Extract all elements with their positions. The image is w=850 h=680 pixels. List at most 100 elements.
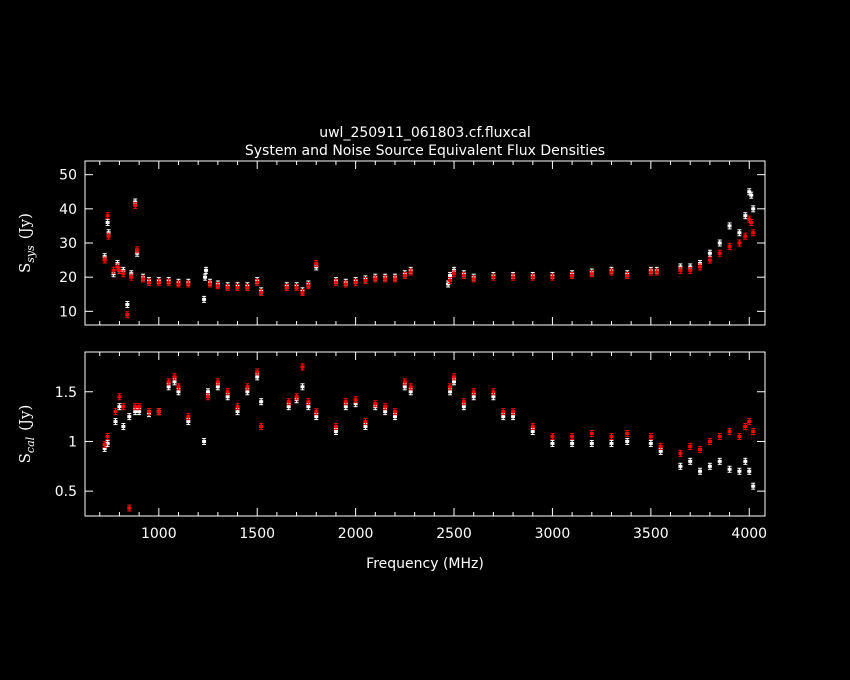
data-point xyxy=(333,278,338,286)
x-tick-labels: 1000 1500 2000 2500 3000 3500 4000 xyxy=(141,526,767,542)
data-point xyxy=(501,408,506,416)
data-point xyxy=(255,368,260,376)
data-point xyxy=(648,268,653,276)
data-point xyxy=(688,442,693,450)
ssys-x-ticks xyxy=(99,161,750,325)
data-point xyxy=(106,232,111,240)
data-point xyxy=(172,373,177,381)
data-point xyxy=(609,432,614,440)
data-point xyxy=(121,403,126,411)
data-point xyxy=(225,388,230,396)
data-point xyxy=(245,383,250,391)
data-point xyxy=(235,283,240,291)
data-point xyxy=(747,467,752,475)
data-point xyxy=(204,266,209,274)
data-point xyxy=(383,403,388,411)
data-point xyxy=(491,273,496,281)
data-point xyxy=(373,275,378,283)
data-point xyxy=(688,266,693,274)
scal-panel: 0.5 1 1.5 Scal (Jy) xyxy=(16,351,766,517)
data-point xyxy=(688,457,693,465)
ssys-ylabel-main: S xyxy=(16,263,34,273)
data-point xyxy=(300,289,305,297)
y-tick-label: 1.5 xyxy=(55,385,77,401)
scal-ylabel-main: S xyxy=(16,453,34,463)
data-point xyxy=(727,222,732,230)
data-point xyxy=(259,423,264,431)
data-point xyxy=(117,403,122,411)
data-point xyxy=(707,437,712,445)
data-point xyxy=(146,408,151,416)
data-point xyxy=(135,246,140,254)
data-point xyxy=(698,445,703,453)
data-point xyxy=(203,273,208,281)
data-point xyxy=(121,423,126,431)
data-point xyxy=(589,430,594,438)
scal-plot-frame xyxy=(84,351,766,517)
data-point xyxy=(747,418,752,426)
data-point xyxy=(751,482,756,490)
scal-data-points xyxy=(102,363,756,512)
data-point xyxy=(102,256,107,264)
data-point xyxy=(353,278,358,286)
data-point xyxy=(259,398,264,406)
y-tick-label: 40 xyxy=(59,202,77,218)
data-point xyxy=(698,467,703,475)
data-point xyxy=(570,439,575,447)
y-tick-label: 50 xyxy=(59,168,77,184)
data-point xyxy=(186,413,191,421)
data-point xyxy=(314,260,319,267)
data-point xyxy=(102,440,107,448)
data-point xyxy=(373,400,378,408)
data-point xyxy=(206,393,211,401)
data-point xyxy=(678,449,683,457)
data-point xyxy=(125,311,130,319)
data-point xyxy=(589,270,594,278)
data-point xyxy=(452,373,457,381)
data-point xyxy=(300,383,305,391)
data-point xyxy=(461,271,466,279)
data-point xyxy=(156,408,161,416)
data-point xyxy=(461,398,466,406)
ssys-plot-frame xyxy=(84,160,766,326)
ssys-ylabel-sub: sys xyxy=(24,245,37,263)
data-point xyxy=(717,239,722,247)
data-point xyxy=(743,232,748,240)
y-tick-label: 1 xyxy=(68,434,77,450)
data-point xyxy=(137,403,142,411)
data-point xyxy=(737,432,742,440)
data-point xyxy=(392,408,397,416)
data-point xyxy=(176,383,181,391)
y-tick-label: 30 xyxy=(59,236,77,252)
data-point xyxy=(286,398,291,406)
data-point xyxy=(166,278,171,286)
data-point xyxy=(625,437,630,445)
data-point xyxy=(448,383,453,391)
data-point xyxy=(717,249,722,257)
data-point xyxy=(392,275,397,283)
data-point xyxy=(127,413,132,421)
data-point xyxy=(156,278,161,286)
data-point xyxy=(511,408,516,416)
data-point xyxy=(727,428,732,436)
data-point xyxy=(550,432,555,440)
data-point xyxy=(255,278,260,286)
data-point xyxy=(658,442,663,450)
data-point xyxy=(751,229,756,237)
data-point xyxy=(698,263,703,271)
ssys-data-points xyxy=(102,188,756,319)
ssys-ylabel-unit: (Jy) xyxy=(16,213,34,239)
data-point xyxy=(570,432,575,440)
y-tick-label: 10 xyxy=(59,304,77,320)
data-point xyxy=(609,268,614,276)
data-point xyxy=(654,268,659,276)
data-point xyxy=(129,273,134,281)
data-point xyxy=(202,295,207,303)
data-point xyxy=(343,280,348,288)
data-point xyxy=(648,432,653,440)
chart-subtitle: System and Noise Source Equivalent Flux … xyxy=(245,143,605,159)
data-point xyxy=(300,363,305,371)
data-point xyxy=(491,388,496,396)
data-point xyxy=(146,278,151,286)
data-point xyxy=(408,383,413,391)
